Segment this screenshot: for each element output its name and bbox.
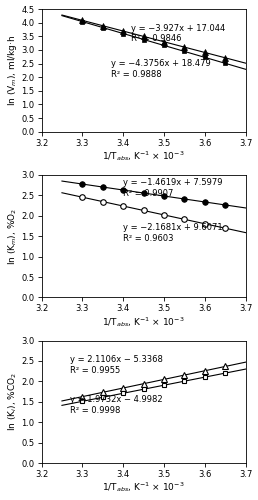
- X-axis label: 1/T$_{abs}$, K$^{-1}$ × 10$^{-3}$: 1/T$_{abs}$, K$^{-1}$ × 10$^{-3}$: [102, 149, 185, 163]
- Y-axis label: ln (V$_m$), ml/kg·h: ln (V$_m$), ml/kg·h: [6, 34, 19, 106]
- Text: y = −3.927x + 17.044
R² = 0.9846: y = −3.927x + 17.044 R² = 0.9846: [131, 24, 226, 44]
- Y-axis label: ln (K$_i$), %CO$_2$: ln (K$_i$), %CO$_2$: [6, 372, 19, 432]
- Text: y = 1.9732x − 4.9982
R² = 0.9998: y = 1.9732x − 4.9982 R² = 0.9998: [70, 396, 163, 415]
- Y-axis label: ln (K$_m$), %O$_2$: ln (K$_m$), %O$_2$: [6, 208, 19, 265]
- Text: y = −2.1681x + 9.6071
R² = 0.9603: y = −2.1681x + 9.6071 R² = 0.9603: [123, 223, 223, 242]
- X-axis label: 1/T$_{abs}$, K$^{-1}$ × 10$^{-3}$: 1/T$_{abs}$, K$^{-1}$ × 10$^{-3}$: [102, 315, 185, 328]
- Text: y = 2.1106x − 5.3368
R² = 0.9955: y = 2.1106x − 5.3368 R² = 0.9955: [70, 356, 163, 375]
- Text: y = −1.4619x + 7.5979
R² = 0.9907: y = −1.4619x + 7.5979 R² = 0.9907: [123, 178, 223, 198]
- Text: y = −4.3756x + 18.479
R² = 0.9888: y = −4.3756x + 18.479 R² = 0.9888: [111, 60, 211, 78]
- X-axis label: 1/T$_{abs}$, K$^{-1}$ × 10$^{-3}$: 1/T$_{abs}$, K$^{-1}$ × 10$^{-3}$: [102, 480, 185, 494]
